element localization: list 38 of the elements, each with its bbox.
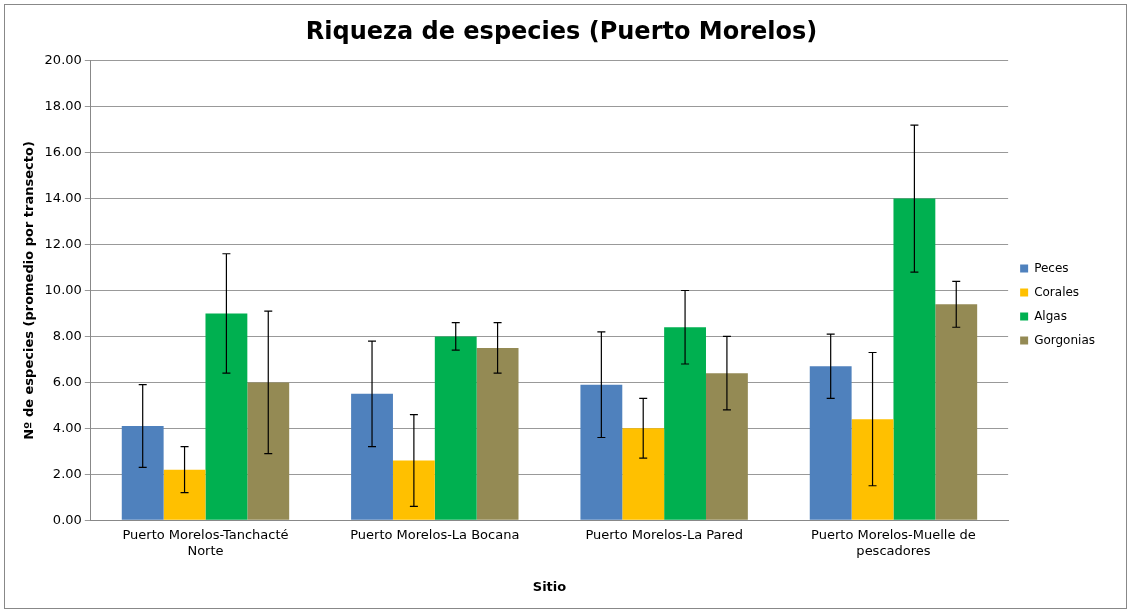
bar xyxy=(163,469,206,520)
bar xyxy=(893,198,936,520)
legend-label: Peces xyxy=(1034,260,1069,275)
bar xyxy=(580,384,623,520)
x-tick-label: Puerto Morelos-Muelle de pescadores xyxy=(811,527,976,558)
bar xyxy=(809,366,852,520)
y-tick-label: 4.00 xyxy=(52,419,82,435)
y-tick-label: 2.00 xyxy=(52,465,82,481)
y-axis-title: Nº de especies (promedio por transecto) xyxy=(21,141,37,440)
bar xyxy=(622,428,665,520)
y-tick-label: 0.00 xyxy=(52,511,82,527)
bar xyxy=(705,373,748,520)
bar xyxy=(205,313,248,520)
bar xyxy=(664,327,706,520)
legend-label: Corales xyxy=(1034,284,1080,299)
bar xyxy=(247,382,290,520)
y-tick-label: 16.00 xyxy=(44,144,82,160)
x-axis-title: Sitio xyxy=(532,578,567,594)
y-tick-label: 6.00 xyxy=(52,373,82,389)
x-tick-label: Puerto Morelos-La Pared xyxy=(585,527,743,543)
y-tick-label: 12.00 xyxy=(44,235,82,251)
legend-label: Algas xyxy=(1034,308,1067,323)
y-tick-label: 14.00 xyxy=(44,189,82,205)
legend-label: Gorgonias xyxy=(1034,332,1096,347)
y-tick-label: 10.00 xyxy=(44,281,82,297)
chart-title: Riqueza de especies (Puerto Morelos) xyxy=(305,16,818,45)
bar xyxy=(851,419,894,520)
bar xyxy=(935,304,978,520)
x-tick-label: Puerto Morelos-La Bocana xyxy=(350,527,520,543)
y-tick-label: 18.00 xyxy=(44,98,82,114)
bar xyxy=(434,336,477,520)
y-tick-label: 8.00 xyxy=(52,327,82,343)
bar xyxy=(121,426,164,520)
y-tick-label: 20.00 xyxy=(44,52,82,68)
x-tick-label: Puerto Morelos-Tanchacté Norte xyxy=(122,527,289,558)
bar xyxy=(476,347,519,520)
bar xyxy=(392,460,435,520)
bar xyxy=(351,393,393,520)
